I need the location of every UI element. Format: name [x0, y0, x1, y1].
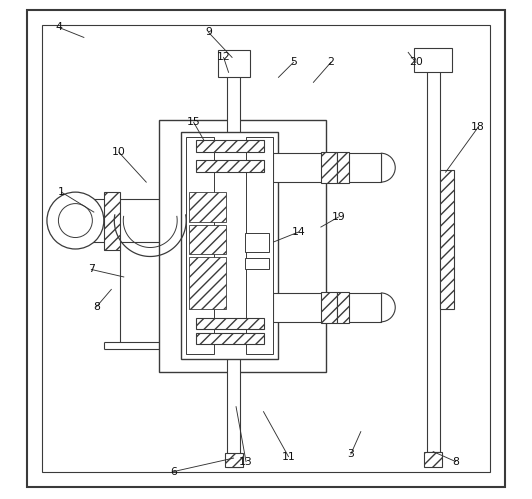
Bar [196, 333, 263, 344]
Text: 5: 5 [290, 57, 297, 67]
Bar [321, 152, 337, 183]
Bar [245, 258, 269, 269]
Bar [189, 225, 226, 254]
Bar [227, 55, 240, 467]
Circle shape [47, 192, 104, 249]
Bar [245, 233, 269, 252]
Text: 18: 18 [471, 122, 485, 132]
Text: 8: 8 [452, 457, 459, 467]
Bar [43, 25, 489, 472]
Bar [439, 170, 454, 309]
Text: 15: 15 [187, 117, 201, 127]
Text: 9: 9 [205, 27, 212, 37]
Text: 10: 10 [112, 147, 126, 157]
Text: 3: 3 [347, 449, 354, 459]
Text: 19: 19 [331, 212, 345, 222]
Bar [189, 257, 226, 309]
Bar [337, 152, 350, 183]
Bar [196, 318, 263, 329]
Text: 13: 13 [239, 457, 253, 467]
Bar [196, 140, 263, 152]
Text: 1: 1 [58, 187, 65, 197]
Bar [196, 160, 263, 172]
Bar [186, 137, 214, 354]
Text: 7: 7 [88, 264, 95, 274]
Text: 12: 12 [217, 52, 230, 62]
Bar [104, 192, 120, 250]
Text: 4: 4 [55, 22, 62, 32]
Bar [159, 120, 326, 372]
Bar [414, 48, 452, 72]
Text: 14: 14 [292, 227, 305, 237]
Text: 6: 6 [170, 467, 177, 477]
Bar [321, 292, 337, 323]
Bar [337, 292, 350, 323]
Text: 8: 8 [93, 302, 100, 312]
Text: 20: 20 [409, 57, 422, 67]
Text: 2: 2 [327, 57, 334, 67]
Bar [225, 453, 243, 467]
Bar [427, 52, 439, 452]
Bar [218, 50, 250, 77]
Bar [181, 132, 278, 359]
Bar [246, 137, 273, 354]
Text: 11: 11 [281, 452, 295, 462]
Bar [189, 192, 226, 222]
Bar [273, 293, 381, 322]
Circle shape [59, 204, 93, 238]
Bar [273, 153, 381, 182]
Bar [424, 452, 442, 467]
